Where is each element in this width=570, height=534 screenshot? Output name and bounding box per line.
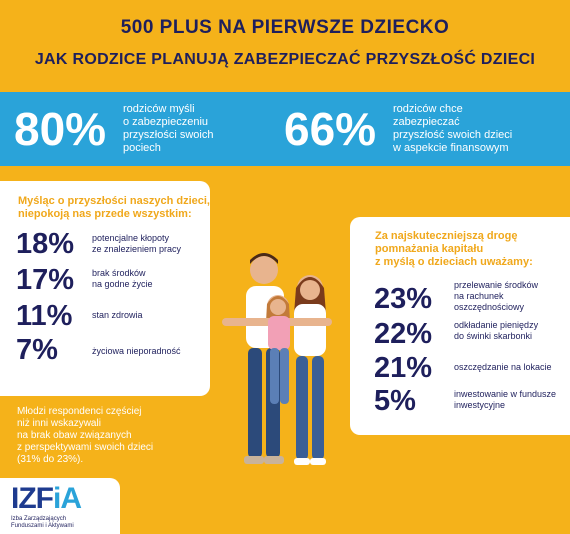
stat1-value: 80%	[14, 103, 107, 155]
stat2-text: rodziców chce zabezpieczać przyszłość sw…	[393, 103, 512, 155]
concern-label: potencjalne kłopoty ze znalezieniem prac…	[92, 233, 181, 255]
mother-leg-right	[312, 356, 324, 460]
savings-header-line2: pomnażania kapitału	[375, 243, 484, 255]
mother-leg-left	[296, 356, 308, 460]
family-photo	[222, 253, 332, 465]
girl-face	[270, 299, 286, 315]
father-head	[250, 256, 278, 284]
note-line4: z perspektywami swoich dzieci	[17, 442, 154, 453]
note-line2: niż inni wskazywali	[17, 418, 101, 429]
concerns-header-line1: Myśląc o przyszłości naszych dzieci,	[18, 195, 210, 207]
savings-value: 23%	[374, 283, 433, 315]
savings-header-line1: Za najskuteczniejszą drogę	[375, 230, 518, 242]
concern-label-line2: na godne życie	[92, 279, 153, 289]
concern-label-line2: ze znalezieniem pracy	[92, 244, 182, 254]
savings-label-line2: inwestycyjne	[454, 400, 506, 410]
concerns-card: Myśląc o przyszłości naszych dzieci, nie…	[0, 181, 210, 396]
savings-label: przelewanie środków na rachunek oszczędn…	[454, 280, 538, 313]
logo-sub-line2: Funduszami i Aktywami	[11, 523, 74, 529]
savings-label-line3: oszczędnościowy	[454, 302, 525, 312]
savings-header-line3: z myślą o dzieciach uważamy:	[375, 256, 533, 268]
girl-leg-right	[280, 348, 289, 404]
savings-label-line1: inwestowanie w fundusze	[454, 389, 557, 399]
concern-value: 17%	[16, 264, 75, 296]
father-shoe-left	[244, 456, 264, 464]
mother-shoe-left	[294, 458, 310, 465]
girl-leg-left	[270, 348, 279, 404]
savings-value: 22%	[374, 318, 433, 350]
young-respondents-note: Młodzi respondenci częściej niż inni wsk…	[17, 406, 207, 466]
stat1-line4: pociech	[123, 142, 161, 154]
girl-shirt	[268, 316, 290, 350]
mother-face	[300, 280, 320, 300]
concerns-header: Myśląc o przyszłości naszych dzieci, nie…	[18, 195, 210, 221]
page-subtitle: JAK RODZICE PLANUJĄ ZABEZPIECZAĆ PRZYSZŁ…	[34, 51, 536, 68]
note-line3: na brak obaw związanych	[17, 430, 132, 441]
mother-shoe-right	[310, 458, 326, 465]
stats-band: 80% rodziców myśli o zabezpieczeniu przy…	[0, 92, 570, 166]
page-title: 500 PLUS NA PIERWSZE DZIECKO	[120, 17, 450, 38]
savings-label-line2: na rachunek	[454, 291, 504, 301]
concern-label: brak środków na godne życie	[92, 268, 153, 290]
concern-label-line1: potencjalne kłopoty	[92, 233, 170, 243]
stat1-line3: przyszłości swoich	[123, 129, 214, 141]
concern-value: 18%	[16, 228, 75, 260]
mother-shirt	[294, 304, 326, 356]
logo-sub-line1: Izba Zarządzających	[11, 516, 67, 522]
savings-label-line1: przelewanie środków	[454, 280, 539, 290]
concern-value: 11%	[16, 300, 73, 332]
logo-subtitle: Izba Zarządzających Funduszami i Aktywam…	[11, 516, 74, 530]
father-leg-left	[248, 348, 262, 458]
note-line5: (31% do 23%).	[17, 454, 84, 465]
savings-label-line1: odkładanie pieniędzy	[454, 320, 539, 330]
logo-accent: iA	[53, 482, 82, 515]
stat2-value: 66%	[284, 103, 377, 155]
stat1-text: rodziców myśli o zabezpieczeniu przyszło…	[123, 103, 213, 155]
stat1-line2: o zabezpieczeniu	[123, 116, 209, 128]
logo-wordmark: IZFiA	[11, 482, 82, 516]
savings-label: odkładanie pieniędzy do świnki skarbonki	[454, 320, 538, 342]
stat2-line4: w aspekcie finansowym	[393, 142, 509, 154]
savings-label: inwestowanie w fundusze inwestycyjne	[454, 389, 556, 411]
savings-header: Za najskuteczniejszą drogę pomnażania ka…	[375, 230, 533, 269]
concern-label-line1: brak środków	[92, 268, 146, 278]
savings-card: Za najskuteczniejszą drogę pomnażania ka…	[350, 217, 570, 435]
stat1-line1: rodziców myśli	[123, 103, 195, 115]
savings-value: 5%	[374, 385, 416, 417]
savings-label-line2: do świnki skarbonki	[454, 331, 533, 341]
logo-main: IZF	[11, 482, 54, 515]
concerns-header-line2: niepokoją nas przede wszystkim:	[18, 208, 192, 220]
concern-label: stan zdrowia	[92, 310, 143, 320]
note-line1: Młodzi respondenci częściej	[17, 406, 142, 417]
izfia-logo: IZFiA Izba Zarządzających Funduszami i A…	[0, 478, 120, 534]
father-hair	[250, 253, 278, 264]
stat2-line3: przyszłość swoich dzieci	[393, 129, 513, 141]
stat2-line2: zabezpieczać	[393, 116, 460, 128]
father-shoe-right	[264, 456, 284, 464]
stat2-line1: rodziców chce	[393, 103, 463, 115]
concern-value: 7%	[16, 334, 58, 366]
concern-label: życiowa nieporadność	[92, 346, 181, 356]
savings-label: oszczędzanie na lokacie	[454, 362, 552, 372]
savings-value: 21%	[374, 352, 433, 384]
